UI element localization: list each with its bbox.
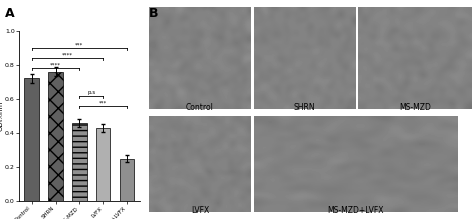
Bar xyxy=(48,72,63,201)
Text: LVFX: LVFX xyxy=(191,206,209,215)
Text: p.s: p.s xyxy=(87,90,95,95)
Bar xyxy=(25,78,39,201)
Text: SHRN: SHRN xyxy=(293,103,315,112)
Text: A: A xyxy=(5,7,14,19)
Text: MS-MZD: MS-MZD xyxy=(399,103,431,112)
Text: ***: *** xyxy=(75,42,83,47)
Bar xyxy=(96,128,110,201)
Text: Control: Control xyxy=(186,103,214,112)
Text: ***: *** xyxy=(99,100,108,105)
Text: ****: **** xyxy=(62,52,73,57)
Bar xyxy=(72,123,87,201)
Text: ****: **** xyxy=(50,63,61,67)
Y-axis label: OD₅₇₀nm: OD₅₇₀nm xyxy=(0,101,3,131)
Text: B: B xyxy=(149,7,159,19)
Text: MS-MZD+LVFX: MS-MZD+LVFX xyxy=(327,206,384,215)
Bar xyxy=(120,159,134,201)
